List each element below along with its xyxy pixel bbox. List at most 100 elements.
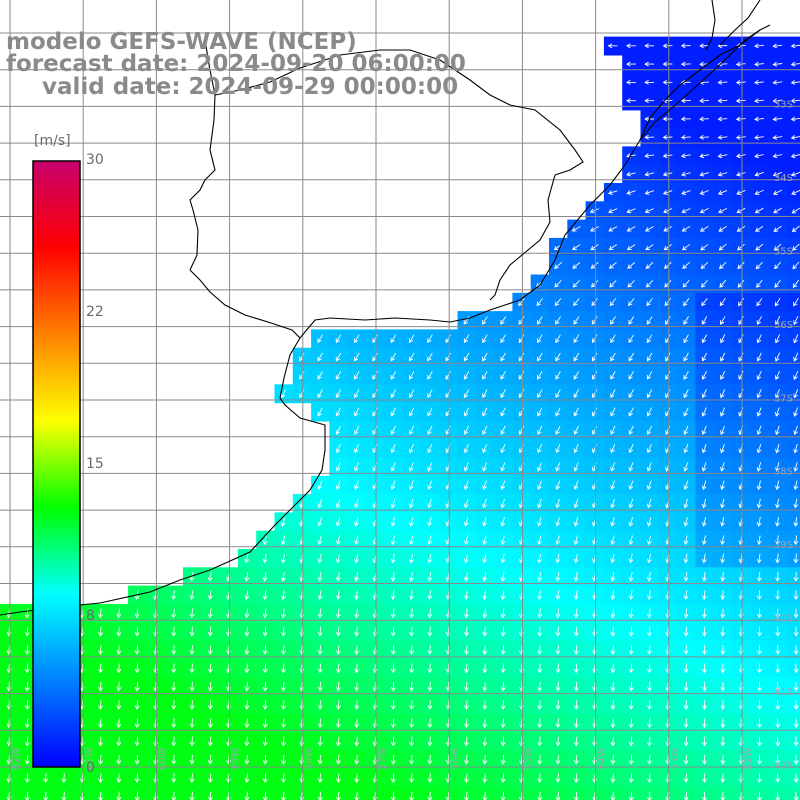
wind-arrow-icon xyxy=(537,352,543,362)
wind-arrow-icon xyxy=(701,352,707,362)
wind-arrow-icon xyxy=(482,407,488,417)
wind-arrow-icon xyxy=(281,663,286,674)
wind-arrow-icon xyxy=(757,626,762,637)
wind-arrow-icon xyxy=(610,754,616,765)
wind-arrow-icon xyxy=(680,134,691,140)
wind-speed-cell xyxy=(786,695,800,715)
colorbar-unit: [m/s] xyxy=(34,133,71,149)
wind-arrow-icon xyxy=(736,207,746,214)
wind-arrow-icon xyxy=(772,171,783,177)
wind-arrow-icon xyxy=(680,43,691,49)
wind-arrow-icon xyxy=(500,791,506,800)
wind-arrow-icon xyxy=(354,571,360,582)
wind-arrow-icon xyxy=(683,626,689,637)
wind-arrow-icon xyxy=(644,43,655,49)
wind-arrow-icon xyxy=(627,280,635,288)
wind-arrow-icon xyxy=(500,352,506,362)
wind-arrow-icon xyxy=(628,316,635,325)
wind-arrow-icon xyxy=(738,316,744,325)
coastline xyxy=(0,0,771,616)
wind-arrow-icon xyxy=(317,334,323,344)
wind-arrow-icon xyxy=(189,754,195,765)
wind-arrow-icon xyxy=(427,645,433,655)
wind-arrow-icon xyxy=(98,663,103,674)
wind-arrow-icon xyxy=(775,681,781,692)
wind-arrow-icon xyxy=(500,663,506,674)
wind-arrow-icon xyxy=(683,480,689,491)
wind-arrow-icon xyxy=(683,535,689,546)
wind-arrow-icon xyxy=(408,334,415,344)
wind-arrow-icon xyxy=(647,736,652,747)
wind-arrow-icon xyxy=(775,571,781,582)
wind-arrow-icon xyxy=(189,791,195,800)
wind-arrow-icon xyxy=(720,645,726,655)
wind-arrow-icon xyxy=(591,316,598,325)
wind-arrow-icon xyxy=(591,334,598,344)
wind-arrow-icon xyxy=(664,280,672,288)
wind-arrow-icon xyxy=(790,135,800,140)
wind-arrow-icon xyxy=(702,791,707,800)
wind-arrow-icon xyxy=(775,773,781,784)
wind-arrow-icon xyxy=(683,645,689,655)
wind-arrow-icon xyxy=(555,425,561,435)
wind-arrow-icon xyxy=(717,134,728,140)
wind-arrow-icon xyxy=(663,226,673,232)
wind-arrow-icon xyxy=(757,681,762,692)
wind-arrow-icon xyxy=(427,626,433,637)
wind-arrow-icon xyxy=(390,389,396,399)
wind-arrow-icon xyxy=(189,626,195,637)
wind-arrow-icon xyxy=(628,736,634,747)
wind-arrow-icon xyxy=(116,791,122,800)
wind-arrow-icon xyxy=(754,153,764,159)
wind-arrow-icon xyxy=(720,773,726,784)
wind-arrow-icon xyxy=(207,645,213,655)
wind-arrow-icon xyxy=(98,754,103,765)
wind-arrow-icon xyxy=(335,645,341,655)
wind-arrow-icon xyxy=(792,243,800,251)
wind-arrow-icon xyxy=(736,189,746,195)
wind-speed-cell xyxy=(786,512,800,532)
wind-arrow-icon xyxy=(134,773,140,784)
wind-arrow-icon xyxy=(354,663,360,674)
latitude-label: 41S xyxy=(774,687,793,698)
wind-arrow-icon xyxy=(464,754,469,765)
wind-arrow-icon xyxy=(408,480,414,491)
wind-arrow-icon xyxy=(573,608,579,619)
wind-arrow-icon xyxy=(500,480,506,491)
wind-arrow-icon xyxy=(463,535,469,546)
wind-arrow-icon xyxy=(317,352,323,362)
wind-arrow-icon xyxy=(189,608,195,619)
wind-arrow-icon xyxy=(335,407,342,417)
wind-arrow-icon xyxy=(662,171,673,177)
wind-arrow-icon xyxy=(627,262,636,269)
wind-arrow-icon xyxy=(445,334,451,344)
wind-arrow-icon xyxy=(775,754,781,765)
wind-arrow-icon xyxy=(792,279,800,289)
wind-arrow-icon xyxy=(662,190,673,195)
wind-arrow-icon xyxy=(683,407,689,417)
wind-arrow-icon xyxy=(628,608,634,619)
wind-arrow-icon xyxy=(646,462,652,472)
wind-arrow-icon xyxy=(718,208,728,214)
wind-arrow-icon xyxy=(536,298,543,307)
wind-arrow-icon xyxy=(590,244,599,251)
wind-arrow-icon xyxy=(537,389,543,399)
wind-arrow-icon xyxy=(171,736,177,747)
wind-arrow-icon xyxy=(317,407,323,417)
wind-arrow-icon xyxy=(754,189,764,195)
wind-arrow-icon xyxy=(98,645,103,655)
wind-arrow-icon xyxy=(683,352,689,362)
wind-arrow-icon xyxy=(427,498,432,509)
wind-arrow-icon xyxy=(390,462,396,472)
wind-arrow-icon xyxy=(793,681,799,692)
wind-arrow-icon xyxy=(628,498,634,509)
wind-arrow-icon xyxy=(262,645,268,655)
wind-arrow-icon xyxy=(244,791,250,800)
wind-arrow-icon xyxy=(628,718,634,729)
wind-arrow-icon xyxy=(793,754,799,765)
wind-arrow-icon xyxy=(427,754,433,765)
wind-arrow-icon xyxy=(628,571,634,582)
wind-arrow-icon xyxy=(701,553,707,564)
wind-arrow-icon xyxy=(482,444,488,454)
wind-arrow-icon xyxy=(482,736,488,747)
